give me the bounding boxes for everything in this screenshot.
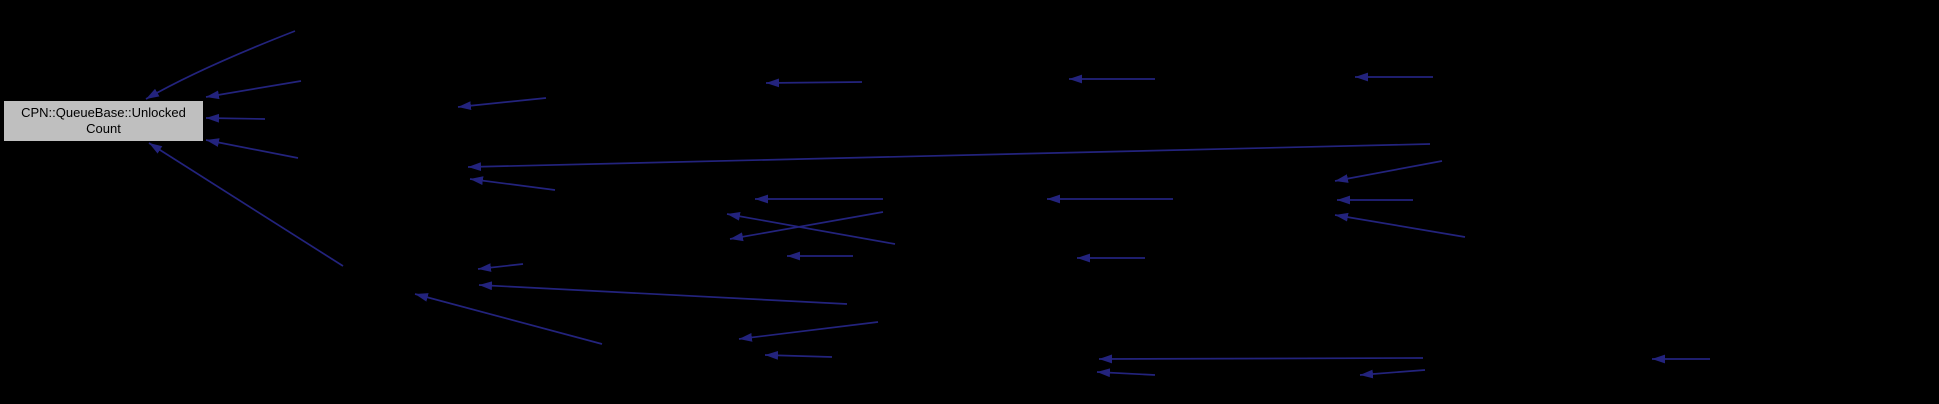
call-edge [1359, 369, 1426, 379]
call-edge [729, 211, 884, 242]
call-edge [1098, 354, 1424, 364]
call-edge [469, 176, 556, 191]
call-edge [1334, 160, 1443, 183]
call-edge [148, 142, 344, 267]
call-edge [145, 30, 296, 100]
node-label-line2: Count [86, 121, 121, 136]
call-edge [457, 97, 547, 111]
call-edge [477, 263, 524, 272]
call-edge [478, 281, 848, 305]
call-edge [726, 211, 896, 245]
call-edge [1334, 212, 1466, 238]
call-edge [764, 350, 833, 360]
call-edge [414, 293, 603, 345]
call-edge [1096, 368, 1156, 378]
node-cpn-queuebase-unlockedcount: CPN::QueueBase::Unlocked Count [3, 100, 204, 142]
call-edge [738, 321, 879, 342]
call-edge [765, 78, 863, 88]
call-edge [205, 80, 302, 100]
call-edge [205, 113, 266, 123]
call-edge [205, 138, 299, 159]
call-edge [467, 143, 1431, 172]
node-label-line1: CPN::QueueBase::Unlocked [21, 105, 186, 120]
